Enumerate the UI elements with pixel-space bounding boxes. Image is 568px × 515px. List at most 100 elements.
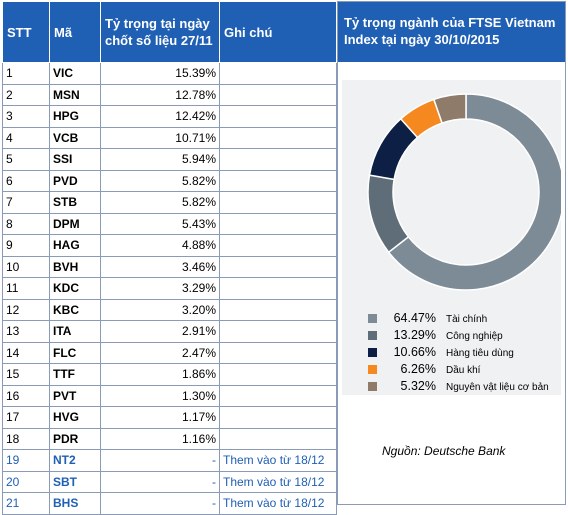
row-weight: 3.29% — [100, 277, 220, 300]
table-row: 7 STB 5.82% — [2, 191, 337, 214]
row-note — [219, 169, 337, 192]
donut-slice-5 — [432, 93, 467, 124]
row-note — [219, 298, 337, 321]
row-weight: 5.94% — [100, 148, 220, 171]
row-stt: 7 — [2, 191, 50, 214]
row-stt: 8 — [2, 212, 50, 235]
row-note — [219, 126, 337, 149]
table-row: 21 BHS - Them vào từ 18/12 — [2, 492, 337, 515]
table-header-row: STT Mã Tỷ trọng tại ngày chốt số liệu 27… — [2, 1, 337, 63]
row-ticker: PDR — [49, 427, 101, 450]
row-weight: 12.42% — [100, 105, 220, 128]
legend-swatch — [368, 348, 377, 357]
row-weight: 2.47% — [100, 341, 220, 364]
row-note — [219, 191, 337, 214]
table-row: 12 KBC 3.20% — [2, 298, 337, 321]
legend-swatch — [368, 365, 377, 374]
legend-item: 64.47% Tài chính — [362, 310, 562, 327]
header-weight: Tỷ trọng tại ngày chốt số liệu 27/11 — [100, 1, 220, 63]
row-note — [219, 406, 337, 429]
row-stt: 10 — [2, 255, 50, 278]
row-weight: 5.82% — [100, 191, 220, 214]
row-note — [219, 341, 337, 364]
table-row: 9 HAG 4.88% — [2, 234, 337, 257]
legend-label: Tài chính — [446, 314, 488, 325]
row-note: Them vào từ 18/12 — [219, 470, 337, 493]
header-note: Ghi chú — [219, 1, 337, 63]
row-weight: 10.71% — [100, 126, 220, 149]
row-stt: 5 — [2, 148, 50, 171]
header-stt: STT — [2, 1, 50, 63]
row-stt: 13 — [2, 320, 50, 343]
row-note — [219, 427, 337, 450]
row-ticker: ITA — [49, 320, 101, 343]
sector-panel: Tỷ trọng ngành của FTSE Vietnam Index tạ… — [337, 1, 566, 505]
table-row: 17 HVG 1.17% — [2, 406, 337, 429]
row-weight: 15.39% — [100, 62, 220, 85]
table-row: 2 MSN 12.78% — [2, 83, 337, 106]
table-row: 8 DPM 5.43% — [2, 212, 337, 235]
row-weight: 1.30% — [100, 384, 220, 407]
row-note — [219, 212, 337, 235]
source-note: Nguồn: Deutsche Bank — [382, 444, 506, 458]
row-note — [219, 83, 337, 106]
constituents-table: STT Mã Tỷ trọng tại ngày chốt số liệu 27… — [2, 1, 337, 515]
row-note — [219, 384, 337, 407]
legend-label: Hàng tiêu dùng — [446, 348, 514, 359]
row-note — [219, 277, 337, 300]
row-stt: 9 — [2, 234, 50, 257]
row-stt: 4 — [2, 126, 50, 149]
row-ticker: PVT — [49, 384, 101, 407]
row-note — [219, 234, 337, 257]
legend-label: Nguyên vật liệu cơ bản — [446, 382, 549, 393]
table-row: 19 NT2- Them vào từ 18/12 — [2, 449, 337, 472]
chart-area: 64.47% Tài chính 13.29% Công nghiệp 10.66% Hà… — [342, 80, 565, 395]
table-row: 18 PDR 1.16% — [2, 427, 337, 450]
row-weight: 3.20% — [100, 298, 220, 321]
row-ticker: NT2 — [49, 449, 101, 472]
legend-item: 5.32% Nguyên vật liệu cơ bản — [362, 378, 562, 395]
legend-value: 5.32% — [400, 379, 436, 393]
chart-title: Tỷ trọng ngành của FTSE Vietnam Index tạ… — [338, 2, 565, 62]
row-ticker: KBC — [49, 298, 101, 321]
row-ticker: TTF — [49, 363, 101, 386]
sector-donut-chart — [367, 93, 565, 291]
row-stt: 12 — [2, 298, 50, 321]
row-ticker: VCB — [49, 126, 101, 149]
legend-swatch — [368, 314, 377, 323]
table-row: 16 PVT 1.30% — [2, 384, 337, 407]
table-row: 13 ITA 2.91% — [2, 320, 337, 343]
table-row: 1 VIC 15.39% — [2, 62, 337, 85]
table-row: 11 KDC 3.29% — [2, 277, 337, 300]
chart-legend: 64.47% Tài chính 13.29% Công nghiệp 10.66% Hà… — [362, 310, 562, 395]
legend-item: 13.29% Công nghiệp — [362, 327, 562, 344]
row-ticker: KDC — [49, 277, 101, 300]
table-row: 10 BVH 3.46% — [2, 255, 337, 278]
row-ticker: STB — [49, 191, 101, 214]
table-row: 20 SBT - Them vào từ 18/12 — [2, 470, 337, 493]
row-note — [219, 320, 337, 343]
table-row: 5 SSI 5.94% — [2, 148, 337, 171]
row-note — [219, 105, 337, 128]
row-ticker: BVH — [49, 255, 101, 278]
row-weight: 4.88% — [100, 234, 220, 257]
row-ticker: HPG — [49, 105, 101, 128]
header-ma: Mã — [49, 1, 101, 63]
row-ticker: SSI — [49, 148, 101, 171]
row-weight: 1.16% — [100, 427, 220, 450]
row-weight: 1.86% — [100, 363, 220, 386]
row-ticker: SBT — [49, 470, 101, 493]
row-note: Them vào từ 18/12 — [219, 449, 337, 472]
table-row: 3 HPG 12.42% — [2, 105, 337, 128]
row-ticker: HVG — [49, 406, 101, 429]
row-weight: - — [100, 470, 220, 493]
row-ticker: MSN — [49, 83, 101, 106]
row-stt: 2 — [2, 83, 50, 106]
legend-value: 6.26% — [400, 362, 436, 376]
legend-value: 64.47% — [393, 311, 436, 325]
row-weight: 1.17% — [100, 406, 220, 429]
row-note: Them vào từ 18/12 — [219, 492, 337, 515]
row-stt: 14 — [2, 341, 50, 364]
table-row: 14 FLC 2.47% — [2, 341, 337, 364]
legend-value: 10.66% — [393, 345, 436, 359]
